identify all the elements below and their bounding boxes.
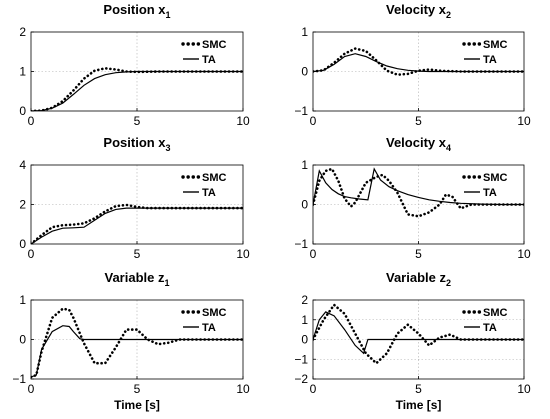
y-tick-label: −2 [294,372,308,386]
legend-label: SMC [202,39,227,51]
x-axis-label: Time [s] [114,398,160,412]
x-tick-label: 5 [134,247,141,261]
series-smc-line [313,302,524,365]
chart-title: Velocity x4 [386,135,451,153]
y-tick-label: 1 [19,293,26,307]
chart-title-text: Position x [103,135,166,150]
chart-panel-3: 0 5 10 0 2 4 Position x3 SMC TA [19,135,250,261]
chart-title-subscript: 1 [164,278,169,288]
series-ta-line [31,325,243,378]
y-tick-label: 4 [19,158,26,172]
x-tick-label: 5 [415,114,422,128]
y-tick-label: 1 [19,65,26,79]
chart-title-text: Variable z [386,270,446,285]
chart-title-subscript: 2 [446,10,451,20]
y-tick-label: 1 [301,158,308,172]
legend-label: TA [202,187,216,199]
chart-title: Variable z1 [105,270,170,288]
legend-label: TA [202,322,216,334]
legend-label: SMC [483,39,508,51]
x-tick-label: 0 [28,247,35,261]
legend-label: SMC [483,307,508,319]
x-tick-label: 10 [236,382,250,396]
y-tick-label: 2 [301,293,308,307]
chart-title: Position x1 [103,2,170,20]
series-ta-line [313,167,524,206]
y-tick-label: 0 [19,333,26,347]
y-tick-label: 0 [19,104,26,118]
series-smc-line [31,66,243,111]
x-tick-label: 10 [517,382,531,396]
x-tick-label: 5 [134,382,141,396]
legend-label: SMC [483,172,508,184]
y-tick-label: 2 [19,198,26,212]
chart-title: Variable z2 [386,270,451,288]
legend-label: TA [483,322,497,334]
x-tick-label: 5 [415,382,422,396]
y-tick-label: −1 [12,372,26,386]
legend-label: SMC [202,172,227,184]
series-ta-line [313,53,524,73]
y-tick-label: −1 [294,104,308,118]
x-tick-label: 10 [517,247,531,261]
chart-title: Position x3 [103,135,170,153]
y-tick-label: 0 [301,65,308,79]
series-smc-line [313,167,524,218]
chart-title-subscript: 3 [166,143,171,153]
chart-title-subscript: 4 [446,143,451,153]
y-tick-label: 0 [301,333,308,347]
y-tick-label: 1 [301,313,308,327]
x-tick-label: 0 [28,382,35,396]
legend-label: SMC [202,307,227,319]
y-tick-label: 0 [19,237,26,251]
series-smc-line [31,307,243,379]
series-ta-line [313,311,524,355]
x-tick-label: 10 [517,114,531,128]
x-tick-label: 0 [310,382,317,396]
chart-title-text: Position x [103,2,166,17]
x-axis-label: Time [s] [396,398,442,412]
series-ta-line [31,207,243,244]
y-tick-label: 0 [301,198,308,212]
x-tick-label: 0 [310,247,317,261]
chart-title-subscript: 1 [166,10,171,20]
x-tick-label: 10 [236,114,250,128]
chart-title-text: Velocity x [386,2,447,17]
y-tick-label: −1 [294,237,308,251]
series-ta-line [31,70,243,111]
chart-title: Velocity x2 [386,2,451,20]
x-tick-label: 0 [310,114,317,128]
legend-label: TA [483,187,497,199]
x-tick-label: 10 [236,247,250,261]
chart-title-text: Variable z [105,270,165,285]
series-smc-line [31,203,243,244]
legend-label: TA [202,54,216,66]
x-tick-label: 5 [415,247,422,261]
x-tick-label: 0 [28,114,35,128]
x-tick-label: 5 [134,114,141,128]
legend-label: TA [483,54,497,66]
y-tick-label: −1 [294,352,308,366]
chart-title-text: Velocity x [386,135,447,150]
chart-title-subscript: 2 [446,278,451,288]
y-tick-label: 2 [19,25,26,39]
y-tick-label: 1 [301,25,308,39]
